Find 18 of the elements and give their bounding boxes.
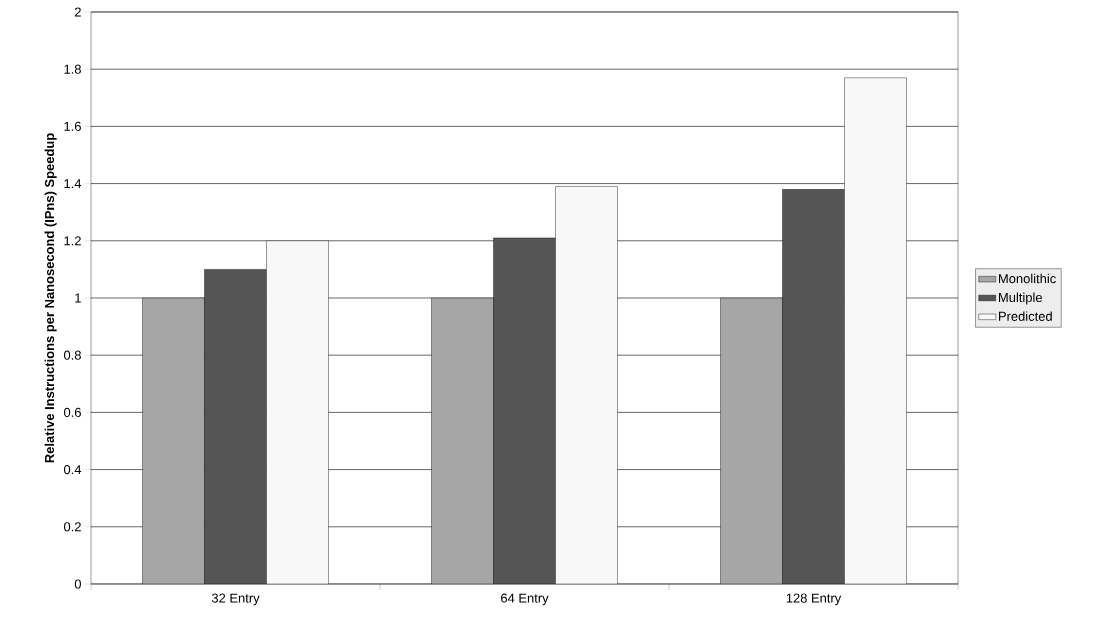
x-tick-label: 128 Entry [786, 593, 842, 606]
x-tick-label: 32 Entry [211, 593, 260, 606]
y-tick-label: 0 [74, 579, 81, 589]
legend-label: Monolithic [999, 273, 1056, 284]
y-tick-label: 1.8 [64, 64, 81, 74]
legend-label: Multiple [999, 292, 1042, 305]
y-tick-label: 0.6 [63, 407, 81, 417]
y-tick-label: 0.8 [63, 350, 81, 360]
y-tick-label: 0.2 [63, 522, 81, 532]
y-tick-label: 2 [74, 7, 81, 17]
y-tick-label: 1.2 [64, 236, 81, 246]
y-tick-label: 1 [75, 293, 81, 303]
legend-label: Predicted [999, 311, 1052, 321]
y-tick-label: 1.4 [64, 179, 82, 189]
y-tick-label: 0.4 [63, 465, 82, 475]
y-tick-label: 1.6 [64, 121, 81, 131]
y-axis-title: Relative Instructions per Nanosecond (IPns) Speedup [44, 133, 57, 463]
x-tick-label: 64 Entry [501, 593, 549, 606]
